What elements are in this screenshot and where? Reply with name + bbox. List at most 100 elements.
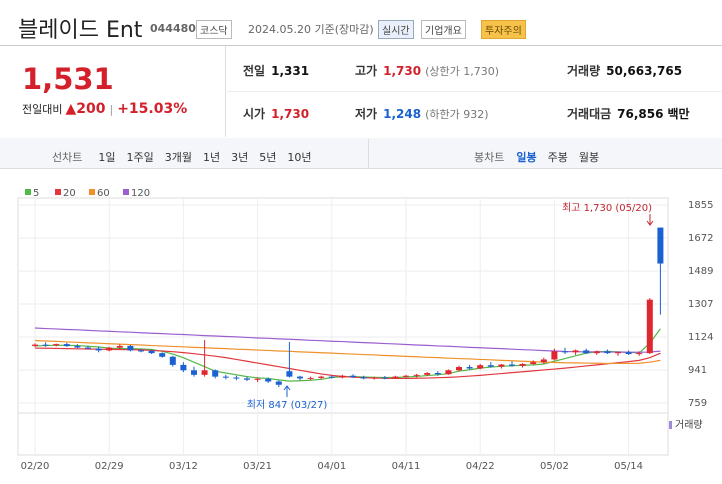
y-tick-label: 1124 [688, 332, 713, 343]
candle-body [222, 376, 229, 378]
y-tick-label: 941 [688, 365, 707, 376]
stat-note: (하한가 932) [425, 108, 489, 121]
y-tick-label: 1307 [688, 299, 713, 310]
stat-value: 76,856 [617, 107, 664, 121]
tab[interactable]: 일봉 [516, 151, 537, 164]
legend-swatch [89, 189, 95, 195]
candle-body [604, 351, 611, 354]
line-tabs: 선차트 1일 1주일 3개월 1년 3년 5년 10년 [52, 146, 323, 165]
stat-value: 1,730 [383, 64, 422, 78]
x-tick-label: 04/22 [466, 461, 495, 472]
candle-body [63, 344, 70, 347]
basis: 기준(장마감) [314, 23, 374, 36]
tab[interactable]: 월봉 [578, 151, 600, 164]
legend-label: 60 [97, 188, 110, 199]
candle-body [551, 351, 558, 360]
candle-body [307, 377, 314, 379]
legend-label: 20 [63, 188, 76, 199]
legend-label: 120 [131, 188, 150, 199]
candle-body [583, 350, 590, 354]
candle-body [191, 370, 197, 375]
candle-body [456, 367, 462, 371]
candle-body [95, 348, 102, 351]
candle-body [371, 377, 378, 379]
tab[interactable]: 5년 [259, 151, 277, 164]
candle-body [180, 364, 187, 371]
legend-swatch [55, 189, 61, 195]
ma-line [34, 347, 661, 380]
high-annotation: 최고 1,730 (05/20) [562, 202, 652, 214]
stat-label: 시가 [243, 107, 266, 121]
title: 블레이드 Ent [18, 18, 143, 43]
candle-body [201, 370, 208, 375]
volume-frame [17, 412, 669, 456]
candle-body [265, 378, 272, 382]
stat-value: 1,331 [271, 64, 310, 78]
candle-body [498, 364, 505, 367]
x-tick-label: 05/02 [540, 461, 569, 472]
legend-label: 5 [33, 188, 39, 199]
change-label: 전일대비 [22, 103, 63, 116]
low-annotation: 최저 847 (03/27) [247, 399, 328, 411]
stat: 고가 1,730 (상한가 1,730) [355, 62, 499, 79]
x-tick-label: 04/01 [317, 461, 346, 472]
tab[interactable]: 10년 [287, 151, 312, 164]
volume-legend: 거래량 [675, 419, 703, 431]
candle-body [212, 370, 219, 377]
candle-body [593, 351, 600, 354]
candle-body [466, 367, 473, 369]
ma-line [34, 339, 661, 365]
candle-body [127, 345, 134, 351]
y-tick-label: 759 [688, 398, 707, 409]
candle-body [646, 299, 653, 354]
divider [225, 91, 722, 92]
candle-body [106, 347, 113, 351]
volume-legend-swatch [669, 421, 672, 429]
candle-body [360, 377, 367, 379]
legend-swatch [123, 189, 129, 195]
candle-body [169, 356, 176, 365]
tab[interactable]: 1년 [203, 151, 221, 164]
y-tick-label: 1489 [688, 266, 713, 277]
candle-body [74, 346, 81, 348]
stat-label: 거래대금 [567, 107, 612, 121]
y-tick-label: 1855 [688, 200, 713, 211]
stat-unit: 백만 [667, 107, 690, 121]
candle-body [392, 376, 399, 378]
candle-body [318, 376, 325, 378]
tab[interactable]: 3개월 [164, 151, 192, 164]
tab[interactable]: 1일 [98, 151, 116, 164]
stat-note: (상한가 1,730) [425, 65, 499, 78]
stat: 전일 1,331 [243, 62, 309, 79]
tab[interactable]: 주봉 [547, 151, 568, 164]
candle-body [350, 375, 356, 378]
company-btn[interactable]: 기업개요 [421, 20, 466, 39]
candle-body [32, 344, 38, 346]
candle-body [42, 344, 49, 346]
stat: 시가 1,730 [243, 105, 309, 122]
candle-body [328, 376, 335, 378]
candle-body [297, 376, 303, 379]
realtime-btn[interactable]: 실시간 [378, 20, 414, 39]
candle-body [286, 371, 293, 377]
candle-body [403, 375, 409, 377]
candle-body [519, 363, 526, 366]
candle-body [445, 370, 452, 375]
candle-body [424, 373, 431, 375]
tab[interactable]: 1주일 [126, 151, 154, 164]
candle-body [572, 350, 579, 353]
candle-body [381, 377, 388, 379]
date-text: 2024.05.20 [248, 23, 311, 36]
candle-body [339, 375, 346, 378]
stat-label: 전일 [243, 64, 266, 78]
stat: 거래량 50,663,765 [567, 62, 682, 79]
tab-bar [0, 138, 722, 169]
date: 2024.05.20 기준(장마감) [248, 21, 374, 37]
market: 코스닥 [196, 20, 232, 39]
change-rate: +15.03% [117, 101, 188, 117]
stat-label: 저가 [355, 107, 378, 121]
candle-body [434, 373, 441, 375]
tab[interactable]: 3년 [231, 151, 249, 164]
plot-frame [17, 197, 669, 414]
candle-body [477, 365, 484, 369]
